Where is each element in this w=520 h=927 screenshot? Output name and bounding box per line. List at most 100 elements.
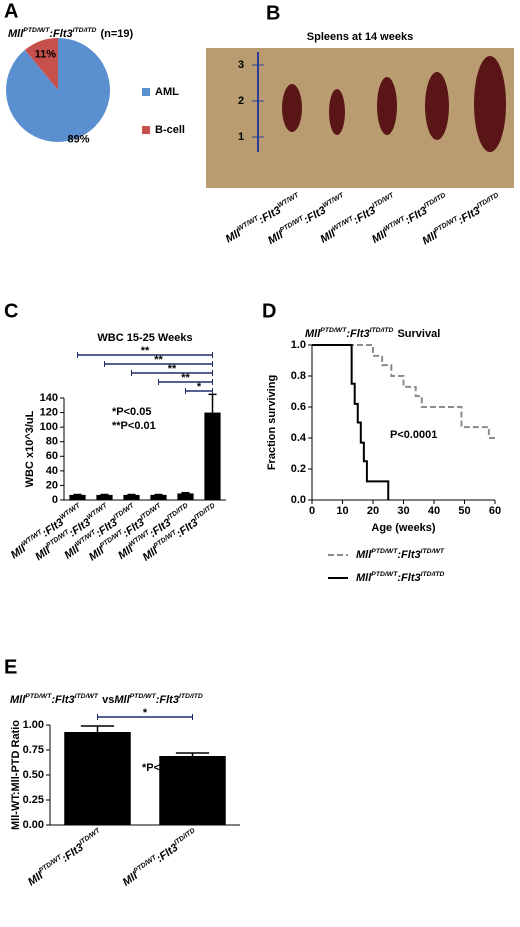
bar: [123, 494, 140, 500]
genotype-label: MllPTD/WT:Flt3ITD/ITD Survival: [305, 327, 440, 340]
genotype-label: MllPTD/WT:Flt3ITD/ITD: [120, 827, 200, 888]
legend-label: B-cell: [155, 124, 185, 136]
bracket-label: **: [168, 363, 177, 375]
superscript: WT/WT: [59, 502, 83, 521]
y-tick-label: 0.8: [291, 370, 306, 382]
spleen: [377, 77, 397, 135]
panel-label: E: [4, 656, 17, 678]
pie-slice: [5, 38, 111, 142]
superscript: ITD/ITD: [370, 327, 394, 334]
y-tick-label: 0.00: [23, 819, 44, 831]
superscript: ITD/WT: [78, 827, 102, 847]
genotype-label: MllPTD/WT:Flt3ITD/WT vsMllPTD/WT:Flt3ITD/…: [10, 693, 203, 706]
survival-line: [312, 344, 390, 500]
genotype-label: MllPTD/WT:Flt3ITD/WT: [356, 548, 445, 561]
y-tick-label: 100: [40, 421, 58, 433]
bar: [150, 494, 167, 500]
ruler-label: 2: [238, 95, 244, 107]
superscript: ITD/WT: [371, 192, 396, 210]
annotation: *P<0.05: [112, 406, 151, 418]
superscript: ITD/WT: [75, 693, 99, 700]
panel-label: C: [4, 300, 18, 322]
superscript: ITD/ITD: [73, 27, 97, 34]
genotype-label: MllPTD/WT:Flt3ITD/ITD: [356, 571, 445, 584]
superscript: WT/WT: [322, 192, 346, 210]
superscript: ITD/ITD: [173, 827, 197, 846]
legend-swatch: [142, 126, 150, 134]
gene: :Flt3: [51, 694, 74, 706]
bar: [96, 494, 113, 500]
superscript: ITD/ITD: [166, 502, 190, 521]
legend-label: AML: [155, 86, 179, 98]
gene: Mll: [8, 28, 24, 40]
annotation: P<0.0001: [390, 429, 437, 441]
y-tick-label: 1.0: [291, 339, 306, 351]
y-tick-label: 0.75: [23, 744, 44, 756]
superscript: ITD/WT: [139, 502, 163, 522]
superscript: PTD/WT: [320, 327, 347, 334]
superscript: ITD/ITD: [421, 571, 445, 578]
superscript: PTD/WT: [371, 571, 398, 578]
y-tick-label: 0.2: [291, 463, 306, 475]
bar: [69, 494, 86, 500]
gene: :Flt3: [397, 549, 420, 561]
bracket-label: *: [197, 381, 202, 393]
y-tick-label: 140: [40, 392, 58, 404]
survival-line: [312, 344, 495, 439]
gene: :Flt3: [346, 328, 369, 340]
bar: [204, 412, 221, 500]
bracket-label: **: [154, 354, 163, 366]
spleen: [282, 84, 302, 132]
spleen: [329, 89, 345, 135]
superscript: ITD/ITD: [423, 192, 447, 210]
superscript: ITD/ITD: [476, 192, 500, 210]
value-label: 89%: [68, 133, 90, 145]
ruler-label: 3: [238, 59, 244, 71]
gene: Mll: [356, 572, 372, 584]
y-tick-label: 0.50: [23, 769, 44, 781]
spleen: [474, 56, 506, 152]
y-axis-label: Mll-WT:Mll-PTD Ratio: [10, 720, 22, 830]
panel-label: D: [262, 300, 276, 322]
x-tick-label: 40: [428, 505, 440, 517]
superscript: ITD/ITD: [193, 502, 217, 521]
pie-slice: [24, 38, 59, 90]
photo-background: [206, 48, 514, 188]
photo-title: Spleens at 14 weeks: [307, 31, 413, 43]
x-tick-label: 0: [309, 505, 315, 517]
genotype-label: MllPTD/WT:Flt3ITD/ITD (n=19): [8, 27, 134, 40]
gene: Mll: [305, 328, 321, 340]
y-tick-label: 1.00: [23, 719, 44, 731]
superscript: PTD/WT: [23, 27, 50, 34]
gene: Mll: [10, 694, 26, 706]
legend-swatch: [142, 88, 150, 96]
x-tick-label: 20: [367, 505, 379, 517]
gene: Mll: [114, 694, 130, 706]
superscript: WT/WT: [277, 192, 301, 210]
x-tick-label: 10: [336, 505, 348, 517]
panel-label: B: [266, 2, 280, 24]
gene: :Flt3: [156, 694, 179, 706]
superscript: PTD/WT: [433, 215, 460, 235]
y-tick-label: 0.0: [291, 494, 306, 506]
genotype-label: MllPTD/WT:Flt3ITD/WT: [25, 827, 105, 888]
bar: [177, 493, 194, 500]
superscript: ITD/WT: [112, 502, 136, 522]
y-tick-label: 80: [46, 436, 58, 448]
y-axis-label: WBC x10^3/uL: [24, 410, 36, 487]
y-tick-label: 0.4: [291, 432, 307, 444]
y-tick-label: 20: [46, 479, 58, 491]
annotation: *P<0.05: [142, 762, 181, 774]
superscript: WT/WT: [86, 502, 110, 521]
title-join: vs: [102, 694, 114, 706]
title-note: Survival: [397, 328, 440, 340]
bar: [159, 756, 226, 825]
genotype-label: MllWT/WT:Flt3WT/WT: [223, 192, 303, 246]
y-tick-label: 0: [52, 494, 58, 506]
superscript: PTD/WT: [25, 693, 52, 700]
y-tick-label: 40: [46, 465, 58, 477]
superscript: ITD/WT: [421, 548, 445, 555]
y-tick-label: 0.6: [291, 401, 306, 413]
chart-title: WBC 15-25 Weeks: [97, 332, 192, 344]
y-axis-label: Fraction surviving: [266, 375, 278, 470]
